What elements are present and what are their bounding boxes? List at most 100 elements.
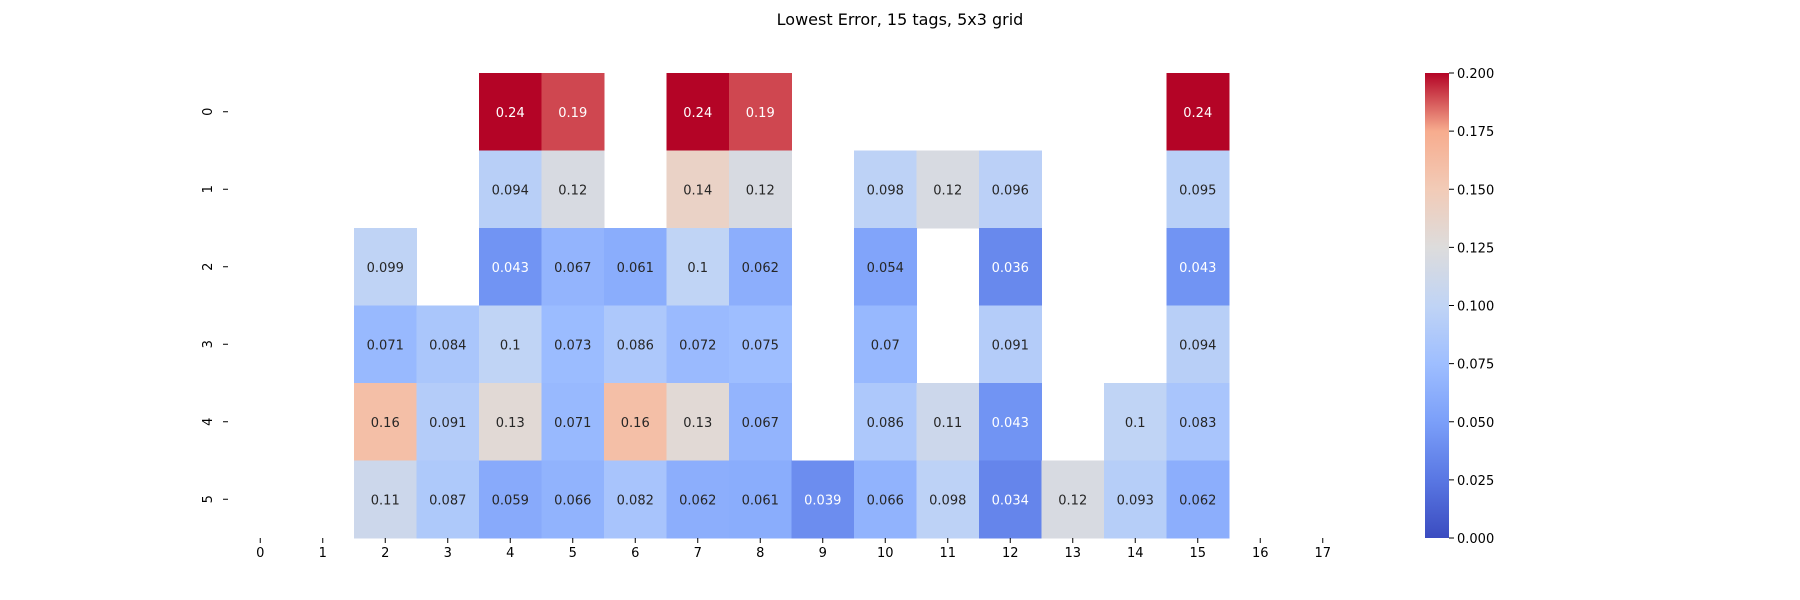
y-axis: 0 1 2 3 4 5 — [201, 108, 228, 503]
heatmap-cell — [479, 73, 542, 151]
y-tick-label: 2 — [201, 263, 216, 271]
heatmap-cell — [541, 305, 605, 384]
cell-value-label: 0.036 — [992, 261, 1029, 276]
cell-value-label: 0.066 — [867, 493, 904, 508]
x-tick-label: 5 — [569, 546, 577, 561]
colorbar-tick-label: 0.075 — [1457, 358, 1494, 373]
heatmap-cell — [916, 383, 980, 461]
heatmap-cell — [979, 150, 1042, 229]
x-tick-label: 11 — [939, 546, 956, 561]
y-tick-label: 3 — [201, 340, 216, 348]
cell-value-label: 0.099 — [367, 261, 404, 276]
heatmap-cell — [541, 460, 605, 539]
x-tick-label: 12 — [1002, 546, 1019, 561]
cell-value-label: 0.098 — [929, 493, 966, 508]
heatmap-cell — [729, 150, 792, 229]
x-tick-label: 8 — [756, 546, 764, 561]
cell-value-label: 0.094 — [1179, 338, 1216, 353]
x-tick-label: 17 — [1314, 546, 1331, 561]
cell-value-label: 0.07 — [871, 338, 900, 353]
heatmap-cell — [541, 73, 605, 151]
cell-value-label: 0.075 — [742, 338, 779, 353]
cell-value-label: 0.067 — [742, 416, 779, 431]
heatmap-cell — [1166, 228, 1230, 306]
heatmap-cell — [416, 305, 480, 384]
x-tick-label: 4 — [506, 546, 514, 561]
cell-value-label: 0.19 — [558, 106, 587, 121]
cell-value-label: 0.067 — [554, 261, 591, 276]
colorbar-tick-label: 0.000 — [1457, 532, 1494, 547]
cell-value-label: 0.073 — [554, 338, 591, 353]
heatmap-cell — [916, 460, 980, 539]
heatmap-cell — [541, 228, 605, 306]
heatmap-cell — [1041, 460, 1105, 539]
heatmap-cell — [1166, 305, 1230, 384]
cell-value-label: 0.094 — [492, 183, 529, 198]
colorbar-tick-label: 0.025 — [1457, 474, 1494, 489]
heatmap-cell — [666, 460, 730, 539]
cell-value-label: 0.086 — [617, 338, 654, 353]
heatmap-cell — [1104, 383, 1167, 461]
heatmap-cell — [604, 228, 667, 306]
x-tick-label: 6 — [631, 546, 639, 561]
cell-value-label: 0.1 — [687, 261, 708, 276]
x-tick-label: 13 — [1064, 546, 1081, 561]
cell-value-label: 0.11 — [371, 493, 400, 508]
cell-value-label: 0.043 — [1179, 261, 1216, 276]
cell-value-label: 0.12 — [933, 183, 962, 198]
y-tick-label: 0 — [201, 108, 216, 116]
cell-value-label: 0.1 — [500, 338, 521, 353]
heatmap-cell — [354, 305, 417, 384]
cell-value-label: 0.093 — [1117, 493, 1154, 508]
heatmap-cell — [854, 228, 917, 306]
heatmap-cell — [354, 383, 417, 461]
cell-value-label: 0.039 — [804, 493, 841, 508]
cell-value-label: 0.082 — [617, 493, 654, 508]
heatmap-cell — [354, 228, 417, 306]
cell-value-label: 0.12 — [1058, 493, 1087, 508]
cell-value-label: 0.062 — [679, 493, 716, 508]
heatmap-cell — [979, 305, 1042, 384]
cell-value-label: 0.24 — [683, 106, 712, 121]
heatmap-cell — [1166, 150, 1230, 229]
cell-value-label: 0.11 — [933, 416, 962, 431]
x-axis: 0 1 2 3 4 5 6 7 8 9 10 11 12 13 14 15 16 17 — [256, 538, 1331, 561]
cell-value-label: 0.24 — [1183, 106, 1212, 121]
cell-value-label: 0.16 — [371, 416, 400, 431]
cell-value-label: 0.098 — [867, 183, 904, 198]
heatmap-cell — [729, 228, 792, 306]
heatmap-cell — [479, 305, 542, 384]
cell-value-label: 0.1 — [1125, 416, 1146, 431]
heatmap-cell — [479, 228, 542, 306]
cell-value-label: 0.043 — [992, 416, 1029, 431]
x-tick-label: 3 — [444, 546, 452, 561]
cell-value-label: 0.061 — [742, 493, 779, 508]
heatmap-cell — [666, 228, 730, 306]
colorbar-ticks: 0.000 0.025 0.050 0.075 0.100 0.125 0.150 0.175… — [1449, 67, 1494, 547]
x-tick-label: 15 — [1189, 546, 1206, 561]
heatmap-cell — [666, 383, 730, 461]
cell-value-label: 0.072 — [679, 338, 716, 353]
cell-value-label: 0.12 — [558, 183, 587, 198]
heatmap-cell — [479, 150, 542, 229]
heatmap-cell — [979, 460, 1042, 539]
heatmap-cell — [666, 305, 730, 384]
cell-value-label: 0.062 — [1179, 493, 1216, 508]
cell-value-label: 0.13 — [496, 416, 525, 431]
heatmap-cell — [666, 150, 730, 229]
cell-value-label: 0.043 — [492, 261, 529, 276]
cell-value-label: 0.095 — [1179, 183, 1216, 198]
colorbar-gradient — [1425, 73, 1449, 538]
heatmap-cell — [354, 460, 417, 539]
colorbar-tick-label: 0.100 — [1457, 300, 1494, 315]
y-tick-label: 4 — [201, 418, 216, 426]
cell-value-label: 0.14 — [683, 183, 712, 198]
heatmap-cell — [479, 383, 542, 461]
heatmap-cell — [1166, 460, 1230, 539]
heatmap-cell — [729, 73, 792, 151]
cell-value-label: 0.16 — [621, 416, 650, 431]
cell-value-label: 0.061 — [617, 261, 654, 276]
cell-value-label: 0.071 — [554, 416, 591, 431]
cell-value-label: 0.054 — [867, 261, 904, 276]
